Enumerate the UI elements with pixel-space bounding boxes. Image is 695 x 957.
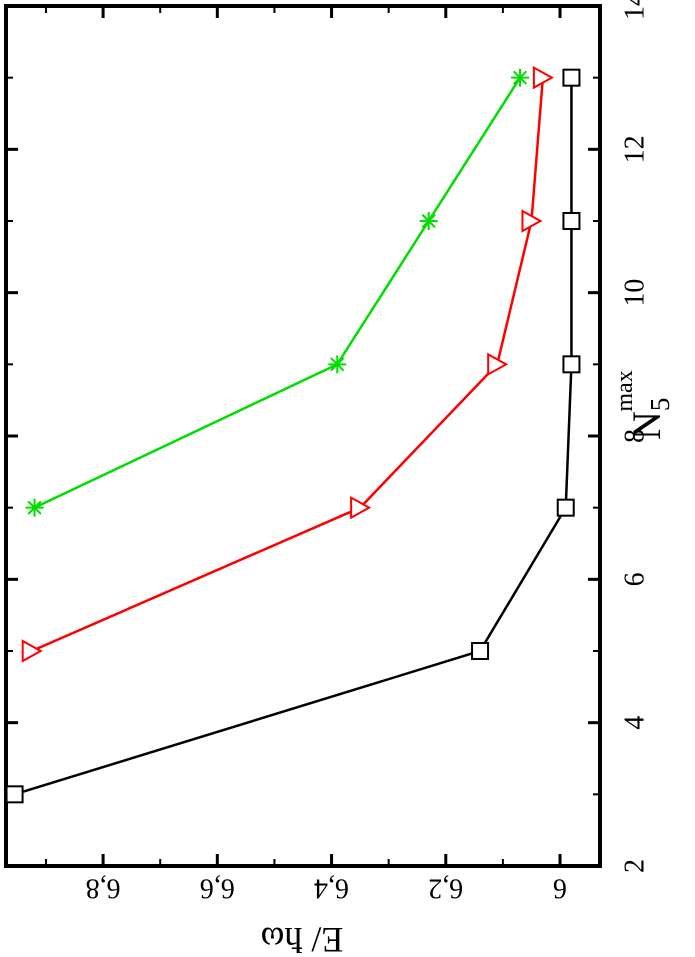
- data-point-square: [562, 212, 581, 230]
- data-point-square: [471, 642, 490, 660]
- series-triangle: [21, 65, 554, 663]
- axis-ticks: [6, 4, 600, 868]
- y-tick-label: 6,4: [314, 873, 349, 904]
- series-square: [5, 68, 581, 804]
- x-tick-label: 14: [620, 0, 651, 20]
- series-line: [34, 76, 522, 509]
- plot-frame: [4, 4, 602, 868]
- x-tick-label: 12: [620, 135, 651, 163]
- series-layer: [5, 65, 581, 804]
- data-point-triangle: [521, 209, 543, 233]
- data-point-square: [556, 498, 575, 517]
- x-tick-label: 10: [620, 279, 651, 307]
- y-tick-label: 6,6: [200, 873, 235, 904]
- data-point-triangle: [350, 495, 372, 520]
- y-tick-label: 6,8: [86, 873, 121, 904]
- y-tick-label: 6: [553, 873, 567, 904]
- x-axis-title-sub: 5: [645, 398, 675, 412]
- x-axis-title: N5 max: [612, 370, 675, 440]
- data-point-square: [562, 68, 581, 87]
- y-axis-title: E/ ħω: [261, 920, 344, 957]
- svg-text:N5max: N5 max: [612, 370, 675, 440]
- data-point-triangle: [21, 639, 43, 663]
- data-point-star: [419, 212, 438, 230]
- data-point-square: [562, 355, 581, 374]
- series-star: [25, 68, 530, 517]
- x-axis-title-sup: max: [612, 370, 638, 411]
- series-line: [14, 77, 573, 796]
- data-point-square: [5, 785, 24, 804]
- data-point-star: [511, 68, 530, 87]
- data-point-star: [328, 355, 347, 374]
- y-tick-label: 6,2: [428, 873, 463, 904]
- data-point-star: [25, 498, 44, 517]
- x-tick-label: 6: [620, 572, 651, 586]
- tick-labels: 2 4 6 8 10 12 14 6 6,2 6,4 6,6 6,8: [86, 0, 651, 904]
- axis-titles: N5 max E/ ħω: [261, 370, 675, 957]
- x-tick-label: 8: [620, 429, 651, 443]
- data-point-triangle: [532, 65, 554, 90]
- x-tick-label: 2: [620, 859, 651, 873]
- data-point-triangle: [487, 352, 509, 377]
- x-tick-label: 4: [620, 716, 651, 730]
- x-axis-title-main: N: [624, 411, 669, 440]
